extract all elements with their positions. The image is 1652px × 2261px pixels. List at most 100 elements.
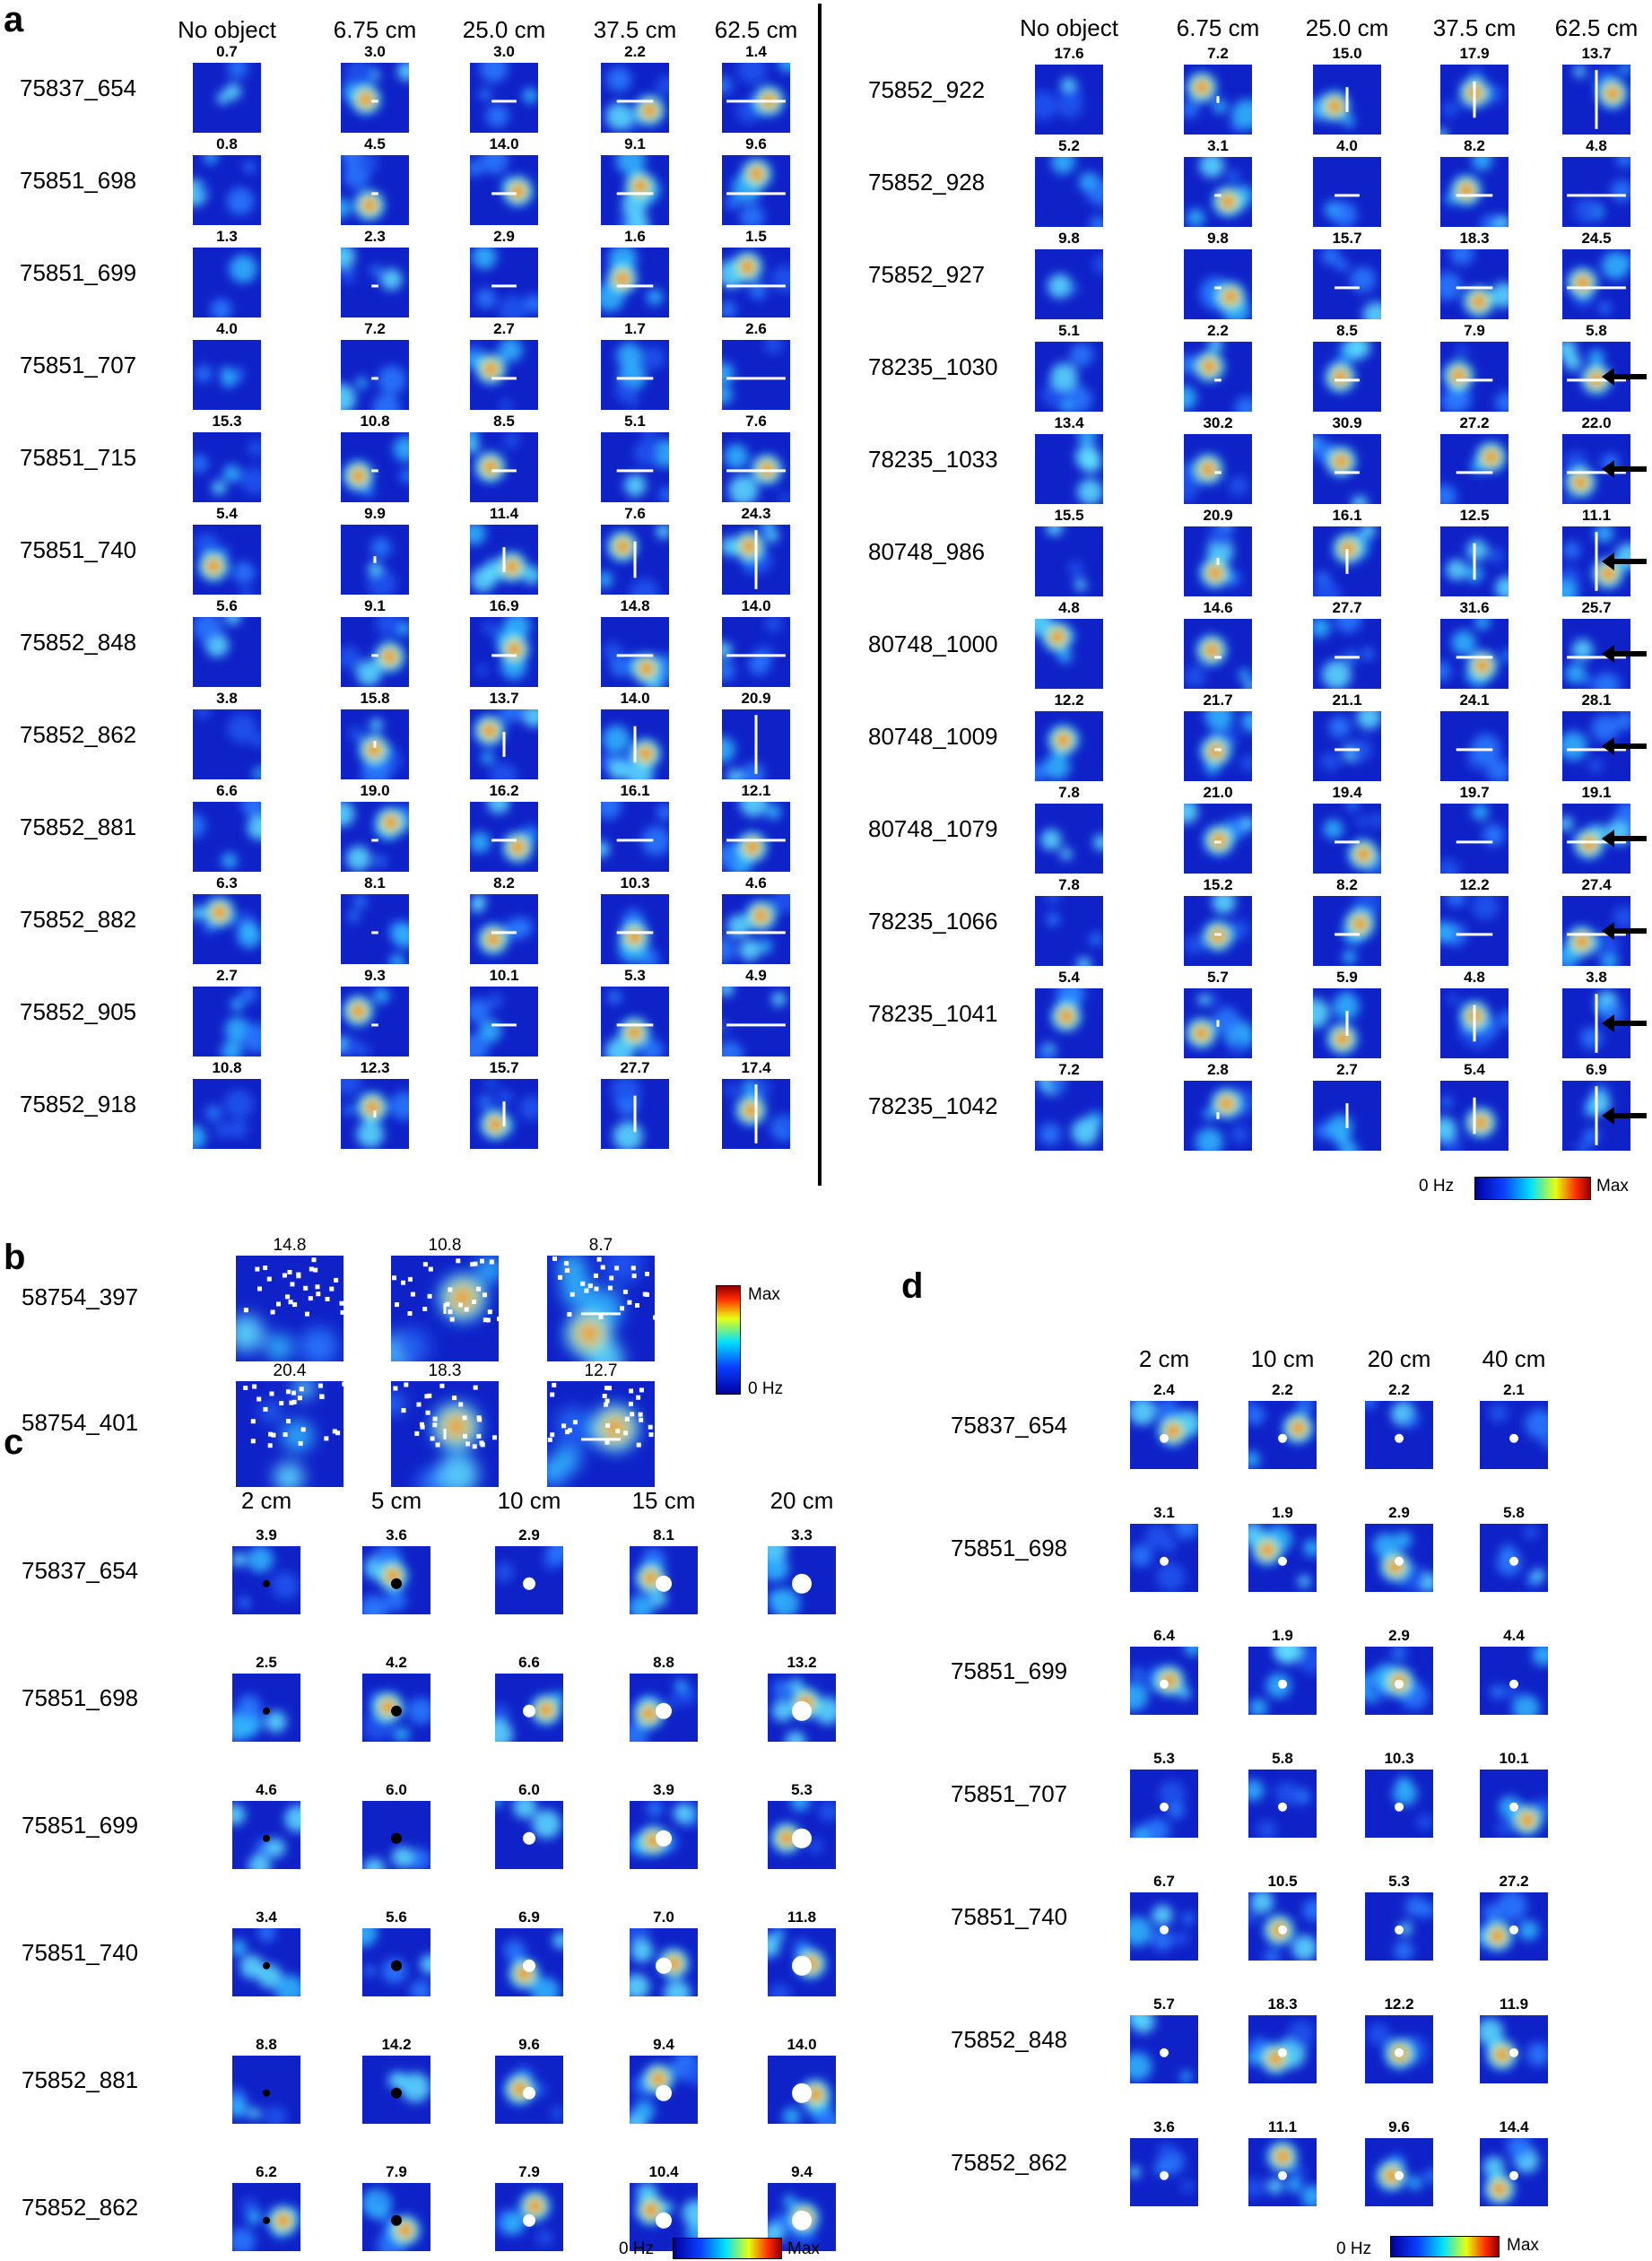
rate-map-cell: 1.5 (722, 228, 790, 317)
peak-rate-label: 7.0 (653, 1909, 674, 1926)
firing-rate-map (236, 1381, 343, 1487)
peak-rate-label: 13.4 (1054, 414, 1084, 431)
cell-id-label: 75852_848 (951, 2026, 1068, 2054)
rate-map-cell: 1.4 (722, 43, 790, 133)
column-header: 25.0 cm (462, 16, 546, 43)
rate-map-cell: 6.6 (193, 782, 261, 872)
peak-rate-label: 9.8 (1207, 230, 1229, 247)
peak-rate-label: 2.4 (1153, 1381, 1175, 1398)
rate-map-cell: 19.0 (341, 782, 409, 872)
peak-rate-label: 19.4 (1332, 784, 1362, 801)
peak-rate-label: 4.8 (1464, 969, 1485, 986)
peak-rate-label: 9.8 (1058, 230, 1080, 247)
row-arrow-icon (1602, 830, 1647, 848)
firing-rate-map (495, 1801, 563, 1869)
colorbar-low-label: 0 Hz (619, 2239, 655, 2258)
rate-map-cell: 27.7 (601, 1059, 669, 1149)
rate-map-cell: 9.9 (341, 505, 409, 595)
firing-rate-map (1184, 249, 1252, 319)
firing-rate-map (1440, 434, 1509, 504)
rate-map-cell: 7.9 (495, 2163, 563, 2251)
peak-rate-label: 30.9 (1332, 414, 1362, 431)
rate-map-cell: 14.4 (1480, 2118, 1548, 2206)
peak-rate-label: 13.7 (489, 690, 519, 707)
rate-map-cell: 3.8 (193, 690, 261, 779)
peak-rate-label: 10.3 (1384, 1750, 1414, 1767)
firing-rate-map (1035, 342, 1103, 412)
column-header: 37.5 cm (593, 16, 677, 43)
peak-rate-label: 27.2 (1459, 414, 1490, 431)
firing-rate-map (1248, 1892, 1317, 1961)
peak-rate-label: 7.8 (1058, 876, 1080, 893)
peak-rate-label: 9.1 (364, 597, 386, 614)
cell-id-label: 75851_698 (951, 1535, 1068, 1562)
rate-map-cell: 30.9 (1313, 414, 1381, 504)
cell-id-label: 78235_1042 (868, 1092, 998, 1120)
rate-map-cell: 5.3 (768, 1781, 836, 1869)
firing-rate-map (495, 1674, 563, 1742)
peak-rate-label: 1.3 (216, 228, 238, 245)
rate-map-cell: 10.8 (341, 413, 409, 502)
firing-rate-map (470, 617, 538, 687)
peak-rate-label: 6.4 (1153, 1627, 1175, 1644)
peak-rate-label: 2.2 (1272, 1381, 1293, 1398)
firing-rate-map (1035, 988, 1103, 1058)
rate-map-cell: 5.8 (1480, 1504, 1548, 1592)
peak-rate-label: 13.7 (1581, 45, 1612, 62)
peak-rate-label: 5.7 (1207, 969, 1229, 986)
rate-map-cell: 2.4 (1130, 1381, 1198, 1469)
firing-rate-map (601, 155, 669, 225)
rate-map-cell: 21.0 (1184, 784, 1252, 874)
cell-id-label: 75852_862 (20, 721, 137, 749)
firing-rate-map (722, 155, 790, 225)
firing-rate-map (1130, 2138, 1198, 2206)
peak-rate-label: 3.8 (216, 690, 238, 707)
cell-id-label: 78235_1066 (868, 908, 998, 935)
rate-map-cell: 4.8 (1562, 137, 1630, 227)
firing-rate-map (1440, 988, 1509, 1058)
peak-rate-label: 7.2 (1058, 1061, 1080, 1078)
rate-map-cell: 27.2 (1480, 1873, 1548, 1961)
firing-rate-map (1480, 2138, 1548, 2206)
cell-id-label: 75851_707 (20, 352, 137, 379)
peak-rate-label: 13.2 (787, 1654, 817, 1671)
colorbar-gradient (1474, 1177, 1591, 1200)
rate-map-cell: 5.4 (1035, 969, 1103, 1058)
rate-map-cell: 25.7 (1562, 599, 1630, 689)
cell-id-label: 75837_654 (22, 1557, 139, 1585)
firing-rate-map (601, 340, 669, 410)
rate-map-cell: 9.6 (1365, 2118, 1433, 2206)
firing-rate-map (362, 1801, 430, 1869)
rate-map-cell: 15.7 (470, 1059, 538, 1149)
peak-rate-label: 4.6 (256, 1781, 277, 1798)
peak-rate-label: 0.7 (216, 43, 238, 60)
colorbar-gradient (716, 1285, 741, 1395)
rate-map-cell: 5.1 (1035, 322, 1103, 412)
peak-rate-label: 14.0 (787, 2036, 817, 2053)
firing-rate-map (1130, 1647, 1198, 1715)
peak-rate-label: 17.4 (741, 1059, 771, 1076)
peak-rate-label: 7.6 (745, 413, 767, 430)
colorbar-high-label: Max (1507, 2236, 1539, 2255)
peak-rate-label: 7.9 (386, 2163, 407, 2180)
peak-rate-label: 6.9 (518, 1909, 540, 1926)
rate-map-cell: 2.9 (495, 1526, 563, 1614)
peak-rate-label: 24.3 (741, 505, 771, 522)
firing-rate-map (1248, 1770, 1317, 1838)
rate-map-cell: 15.3 (193, 413, 261, 502)
rate-map-cell: 0.8 (193, 135, 261, 225)
firing-rate-map (1184, 804, 1252, 874)
firing-rate-map (722, 432, 790, 502)
rate-map-cell: 28.1 (1562, 691, 1630, 781)
rate-map-cell: 11.8 (768, 1909, 836, 1996)
column-header: 20 cm (769, 1487, 834, 1514)
rate-map-cell: 3.1 (1130, 1504, 1198, 1592)
rate-map-cell: 16.1 (601, 782, 669, 872)
cell-id-label: 75851_698 (20, 167, 137, 195)
firing-rate-map (470, 432, 538, 502)
firing-rate-map (1248, 1524, 1317, 1592)
firing-rate-map (470, 248, 538, 317)
rate-map-cell: 12.2 (1440, 876, 1509, 966)
firing-rate-map (1365, 1524, 1433, 1592)
rate-map-cell: 18.3 (1248, 1996, 1317, 2083)
